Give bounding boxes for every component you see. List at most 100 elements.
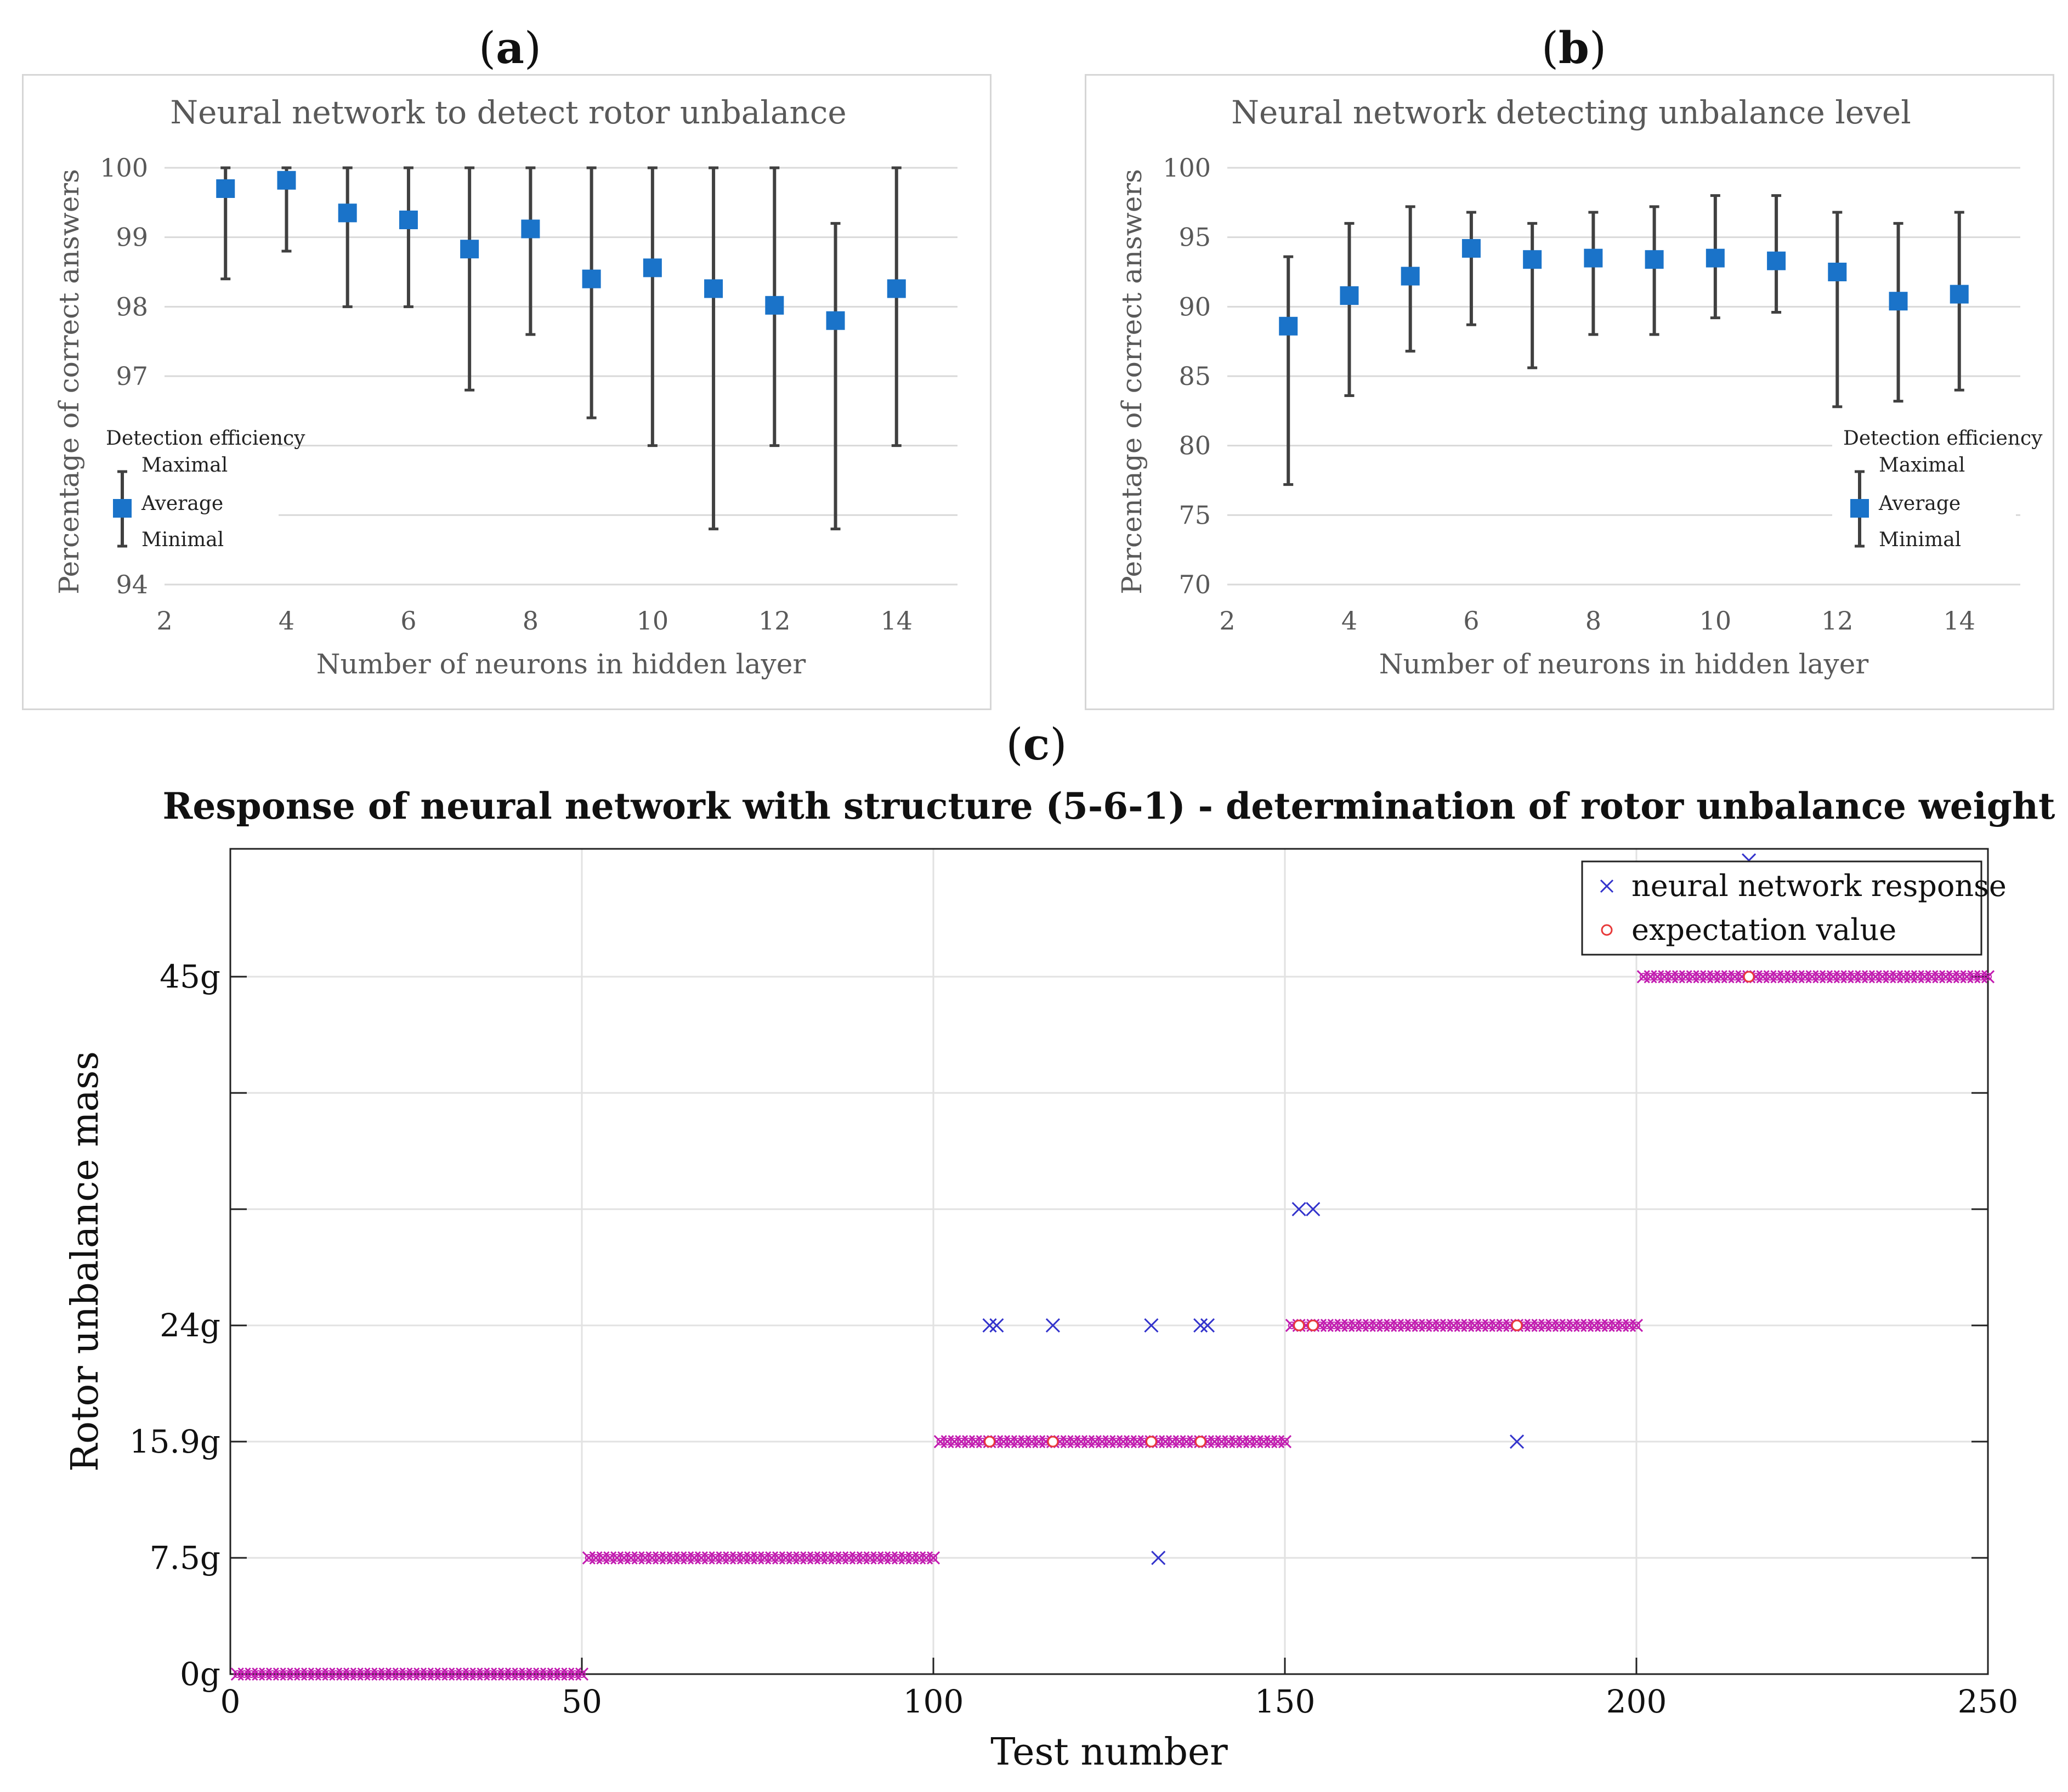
average-marker [704, 279, 723, 298]
network-response-point [575, 1667, 589, 1681]
y-tick-label: 80 [1179, 431, 1211, 461]
x-axis-label: Number of neurons in hidden layer [1379, 648, 1869, 680]
x-tick-label: 12 [758, 606, 791, 636]
average-marker [1889, 292, 1908, 311]
x-tick-label: 0 [220, 1683, 241, 1720]
average-marker [1767, 251, 1786, 270]
chart-title: Neural network to detect rotor unbalance [170, 94, 846, 131]
chart-title: Neural network detecting unbalance level [1231, 94, 1911, 131]
network-outlier [1045, 1318, 1061, 1333]
network-outlier [1193, 1318, 1208, 1333]
chart-c-svg: Response of neural network with structur… [64, 785, 2055, 1774]
expectation-point-visible [1047, 1436, 1059, 1448]
y-tick-label: 95 [1179, 223, 1211, 252]
average-marker [1706, 248, 1725, 268]
network-response-point [1278, 1434, 1292, 1449]
expectation-point-visible [1293, 1319, 1305, 1331]
y-tick-label: 85 [1179, 361, 1211, 391]
network-outlier [982, 1318, 997, 1333]
network-outlier [1144, 1318, 1159, 1333]
x-tick-label: 14 [1943, 606, 1975, 636]
y-tick-label: 24g [160, 1307, 220, 1344]
network-response-point [1981, 970, 1995, 984]
legend-max-label: Maximal [141, 454, 228, 477]
network-outlier [1291, 1202, 1306, 1217]
expectation-point [578, 1670, 586, 1678]
y-tick-label: 94 [116, 570, 148, 599]
network-outlier-point [1045, 1318, 1061, 1333]
legend-average-marker [1850, 499, 1869, 518]
x-tick-label: 100 [903, 1683, 964, 1720]
expectation-point-visible [1145, 1436, 1157, 1448]
network-outlier [1151, 1550, 1166, 1566]
legend-label-network: neural network response [1631, 869, 2007, 903]
x-axis-label: Number of neurons in hidden layer [316, 648, 806, 680]
network-outlier [1306, 1202, 1321, 1217]
average-marker [216, 179, 235, 198]
panel-label-b: (b) [1541, 22, 1607, 73]
legend-title: Detection efficiency [1843, 427, 2043, 450]
x-tick-label: 6 [1463, 606, 1479, 636]
y-axis-label: Percentage of correct answers [1116, 169, 1148, 594]
average-marker [277, 171, 296, 190]
expectation-point-visible [1743, 971, 1755, 983]
average-marker [1401, 266, 1420, 286]
data-series-group [582, 1551, 940, 1565]
legend-background [1832, 413, 2016, 566]
legend-avg-label: Average [1878, 492, 1961, 515]
legend-max-label: Maximal [1879, 454, 1965, 477]
y-tick-label: 100 [100, 153, 148, 183]
network-outlier [1200, 1318, 1215, 1333]
legend-title: Detection efficiency [106, 427, 305, 450]
legend-min-label: Minimal [1879, 529, 1961, 551]
x-tick-label: 4 [1341, 606, 1357, 636]
average-marker [1950, 285, 1969, 304]
network-outlier-point [1509, 1434, 1525, 1449]
average-marker [1828, 263, 1847, 281]
y-tick-label: 0g [180, 1655, 220, 1693]
average-marker [582, 269, 601, 288]
y-tick-label: 100 [1163, 153, 1211, 183]
y-tick-label: 98 [116, 292, 148, 321]
panel-label-a: (a) [478, 22, 542, 73]
expectation-point-visible [1194, 1436, 1206, 1448]
x-tick-label: 8 [1585, 606, 1601, 636]
legend-o-marker [1601, 924, 1613, 936]
chart-a-svg: Neural network to detect rotor unbalance… [53, 94, 957, 680]
plot-frame [229, 848, 1989, 1675]
x-tick-label: 2 [1219, 606, 1235, 636]
legend-x-marker [1600, 879, 1614, 893]
network-outlier-point [1306, 1202, 1321, 1217]
legend-min-label: Minimal [141, 529, 224, 551]
y-tick-label: 70 [1179, 570, 1211, 599]
legend: neural network response expectation value [1581, 860, 2007, 956]
data-series-group [1285, 1319, 1644, 1332]
average-marker [1645, 250, 1664, 269]
panel-label-c: (c) [1006, 718, 1067, 770]
network-outlier-point [989, 1318, 1004, 1333]
y-tick-label: 15.9g [129, 1423, 220, 1460]
network-outlier-point [1200, 1318, 1215, 1333]
network-outlier [1509, 1434, 1525, 1449]
expectation-point [1633, 1322, 1640, 1330]
network-outlier-point [1291, 1202, 1306, 1217]
y-tick-label: 99 [116, 223, 148, 252]
network-outlier-point [1193, 1318, 1208, 1333]
y-axis-label: Rotor unbalance mass [64, 1051, 107, 1472]
y-tick-label: 45g [160, 958, 220, 995]
average-marker [826, 311, 845, 330]
network-outlier-point [1151, 1550, 1166, 1566]
average-marker [1461, 239, 1481, 258]
x-tick-label: 50 [562, 1683, 602, 1720]
x-tick-label: 2 [156, 606, 172, 636]
legend: Detection efficiency Maximal Average Minima… [106, 427, 305, 551]
average-marker [460, 240, 479, 259]
y-tick-label: 75 [1179, 500, 1211, 530]
chart-title: Response of neural network with structur… [163, 785, 2055, 827]
data-series-group [230, 1667, 589, 1681]
y-tick-label: 90 [1179, 292, 1211, 321]
x-tick-label: 12 [1821, 606, 1854, 636]
x-tick-label: 8 [523, 606, 539, 636]
legend: Detection efficiency Maximal Average Minima… [1843, 427, 2043, 551]
x-tick-label: 250 [1958, 1683, 2019, 1720]
